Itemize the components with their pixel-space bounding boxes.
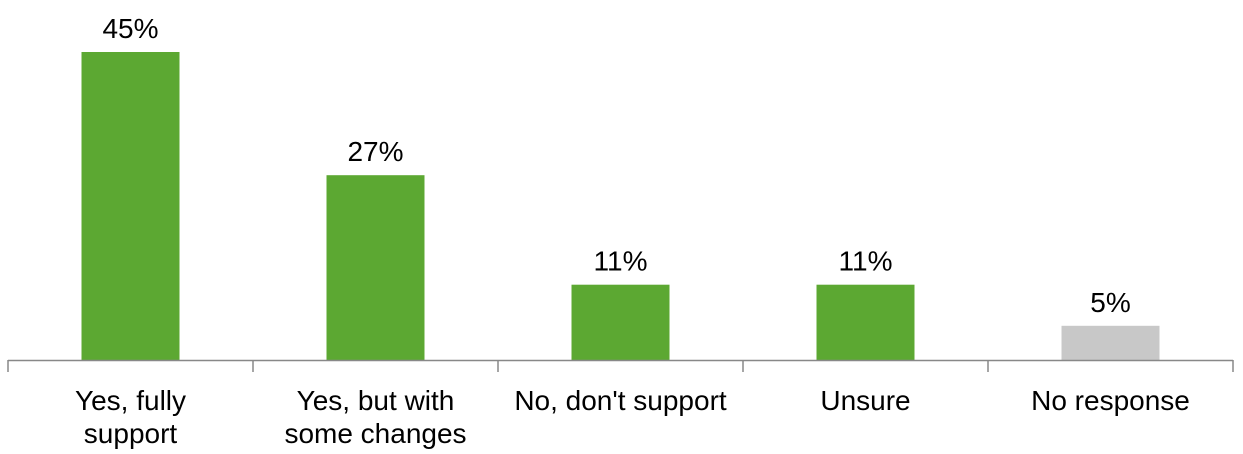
bar-no-don-t-support [571, 284, 670, 360]
category-labels: Yes, fully support Yes, but with some chang… [75, 385, 1190, 449]
category-label-yes-but-with-some-changes: Yes, but with some changes [284, 385, 466, 449]
category-label-line: No, don't support [514, 385, 727, 416]
category-label-line: No response [1031, 385, 1190, 416]
category-label-line: some changes [284, 418, 466, 449]
bar-no-response [1061, 325, 1160, 360]
bar-yes-but-with-some-changes [326, 175, 425, 360]
value-label-no-don-t-support: 11% [594, 246, 648, 277]
category-label-line: Yes, fully [75, 385, 186, 416]
bar-unsure [816, 284, 915, 360]
bar-yes-fully-support [81, 52, 180, 360]
category-label-line: support [84, 418, 178, 449]
bars-layer [81, 52, 1160, 360]
x-axis [7, 359, 1234, 372]
value-labels: 45% 27% 11% 11% 5% [102, 13, 1130, 318]
value-label-yes-fully-support: 45% [102, 13, 158, 44]
category-label-no-response: No response [1031, 385, 1190, 416]
category-label-no-don-t-support: No, don't support [514, 385, 727, 416]
value-label-unsure: 11% [839, 246, 893, 277]
value-label-no-response: 5% [1090, 287, 1130, 318]
category-label-yes-fully-support: Yes, fully support [75, 385, 186, 449]
category-label-line: Unsure [820, 385, 910, 416]
category-label-line: Yes, but with [297, 385, 455, 416]
value-label-yes-but-with-some-changes: 27% [347, 136, 403, 167]
category-label-unsure: Unsure [820, 385, 910, 416]
